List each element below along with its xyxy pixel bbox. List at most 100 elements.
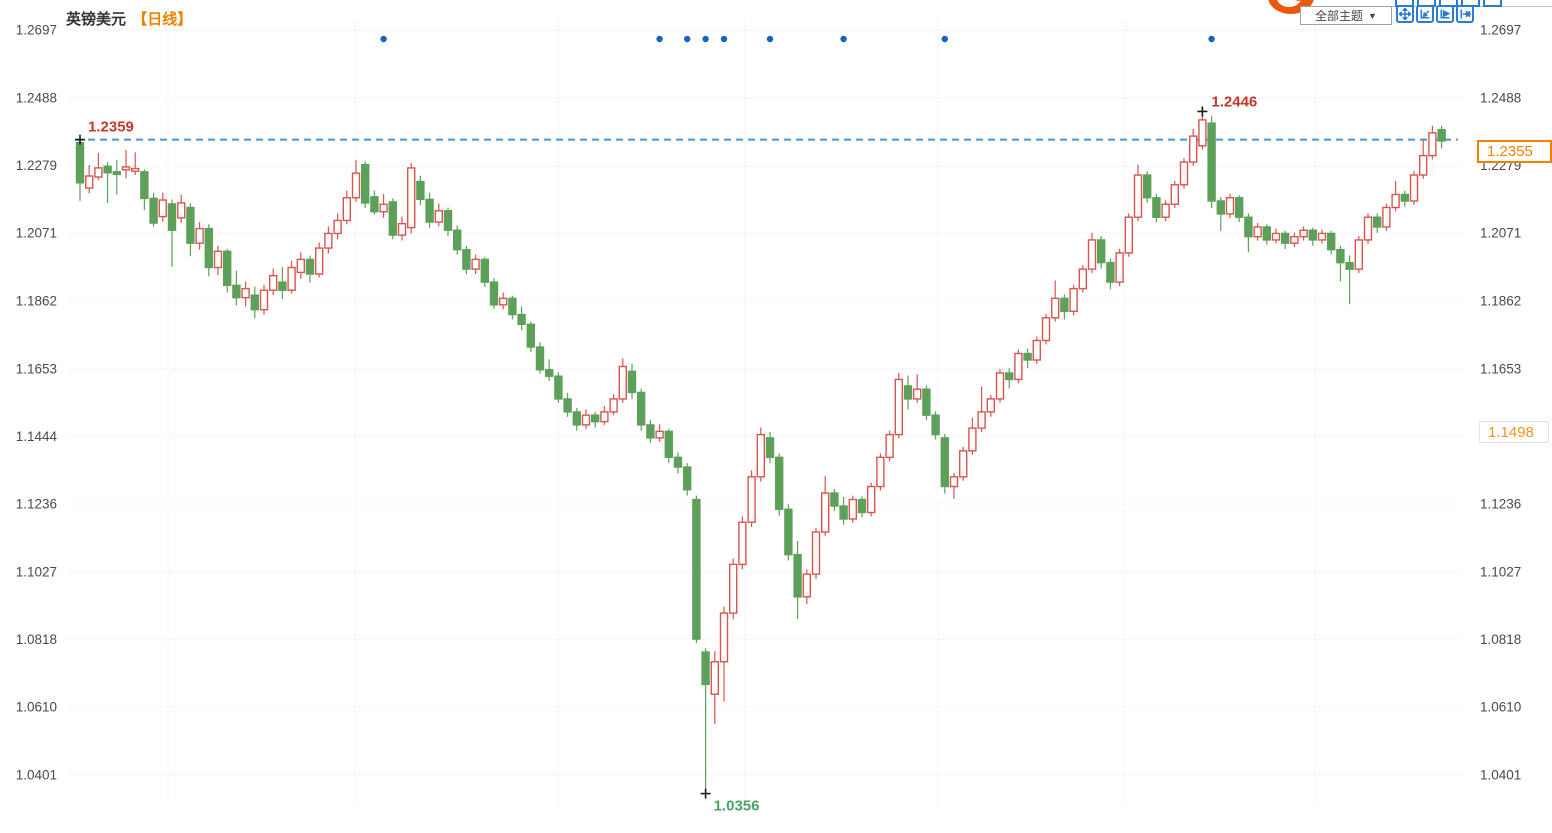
- candle-body[interactable]: [1124, 216, 1134, 254]
- candle-body[interactable]: [1170, 184, 1180, 205]
- candle-body[interactable]: [1391, 193, 1400, 209]
- candle-body[interactable]: [1244, 216, 1253, 238]
- candle-body[interactable]: [719, 612, 729, 663]
- candle-body[interactable]: [655, 430, 664, 439]
- candle-body[interactable]: [1069, 287, 1078, 313]
- candle-body[interactable]: [673, 456, 683, 468]
- candle-body[interactable]: [1400, 193, 1410, 202]
- candle-body[interactable]: [287, 266, 296, 291]
- candle-body[interactable]: [140, 171, 149, 200]
- candle-body[interactable]: [1234, 197, 1244, 218]
- candle-body[interactable]: [269, 274, 278, 291]
- candle-body[interactable]: [434, 210, 443, 223]
- candle-body[interactable]: [545, 369, 554, 377]
- candle-body[interactable]: [94, 167, 103, 178]
- candle-body[interactable]: [1428, 132, 1437, 157]
- candle-body[interactable]: [848, 498, 857, 520]
- candle-body[interactable]: [775, 456, 784, 510]
- candle-body[interactable]: [913, 388, 922, 400]
- candle-body[interactable]: [830, 492, 839, 507]
- candle-body[interactable]: [241, 287, 250, 299]
- candle-body[interactable]: [1308, 229, 1318, 241]
- event-dot[interactable]: [1208, 35, 1215, 43]
- candle-body[interactable]: [1050, 297, 1060, 319]
- play-forward-icon[interactable]: [1436, 5, 1454, 23]
- candle-body[interactable]: [968, 427, 977, 452]
- candle-body[interactable]: [756, 433, 765, 478]
- candle-body[interactable]: [1198, 119, 1207, 147]
- candle-body[interactable]: [1179, 161, 1189, 186]
- candle-body[interactable]: [637, 391, 646, 426]
- candle-body[interactable]: [563, 398, 572, 413]
- candle-body[interactable]: [701, 651, 710, 686]
- pan-move-icon[interactable]: [1396, 5, 1414, 23]
- candle-body[interactable]: [1096, 239, 1106, 264]
- candle-body[interactable]: [940, 437, 949, 488]
- event-dot[interactable]: [941, 35, 948, 43]
- candle-body[interactable]: [75, 141, 85, 184]
- candle-body[interactable]: [1225, 197, 1235, 215]
- candle-body[interactable]: [186, 206, 195, 244]
- candle-body[interactable]: [1262, 226, 1272, 241]
- candle-body[interactable]: [453, 229, 462, 251]
- candle-body[interactable]: [784, 508, 793, 556]
- candle-body[interactable]: [176, 202, 186, 219]
- candle-body[interactable]: [618, 365, 627, 400]
- candle-body[interactable]: [1271, 232, 1281, 241]
- candle-body[interactable]: [324, 232, 333, 249]
- candle-body[interactable]: [683, 466, 692, 491]
- candle-body[interactable]: [811, 531, 821, 575]
- event-dot[interactable]: [684, 35, 691, 43]
- candle-body[interactable]: [351, 172, 361, 199]
- candle-body[interactable]: [1032, 339, 1042, 361]
- candle-body[interactable]: [1280, 232, 1290, 244]
- candle-body[interactable]: [508, 297, 517, 316]
- candle-body[interactable]: [885, 433, 894, 459]
- candle-body[interactable]: [499, 297, 508, 306]
- event-dot[interactable]: [840, 35, 847, 43]
- candle-body[interactable]: [857, 498, 867, 514]
- candle-body[interactable]: [1290, 235, 1299, 244]
- candle-body[interactable]: [526, 323, 535, 348]
- candle-body[interactable]: [305, 258, 315, 275]
- candle-body[interactable]: [112, 171, 122, 176]
- candle-body[interactable]: [738, 521, 747, 566]
- candle-body[interactable]: [1142, 174, 1152, 199]
- candle-body[interactable]: [1382, 206, 1391, 228]
- candle-body[interactable]: [480, 258, 489, 283]
- candle-body[interactable]: [1115, 252, 1124, 283]
- candle-body[interactable]: [692, 498, 701, 640]
- candle-body[interactable]: [710, 661, 719, 695]
- candle-body[interactable]: [462, 248, 471, 270]
- candle-body[interactable]: [931, 414, 940, 436]
- candle-body[interactable]: [1336, 248, 1345, 264]
- candle-body[interactable]: [554, 375, 563, 400]
- candle-body[interactable]: [149, 197, 158, 224]
- candle-body[interactable]: [315, 247, 324, 275]
- candle-body[interactable]: [959, 450, 968, 478]
- candle-body[interactable]: [250, 294, 260, 311]
- candle-body[interactable]: [195, 227, 204, 244]
- candle-body[interactable]: [1354, 239, 1364, 270]
- candle-body[interactable]: [1078, 268, 1088, 290]
- candle-body[interactable]: [1317, 232, 1327, 241]
- candle-body[interactable]: [84, 175, 94, 189]
- candle-body[interactable]: [379, 203, 388, 213]
- candle-body[interactable]: [1060, 297, 1069, 313]
- candle-body[interactable]: [425, 198, 434, 223]
- candle-body[interactable]: [591, 414, 600, 423]
- candle-body[interactable]: [765, 437, 775, 459]
- candle-body[interactable]: [333, 219, 342, 235]
- candle-body[interactable]: [535, 346, 545, 371]
- candle-body[interactable]: [1299, 229, 1308, 238]
- candle-body[interactable]: [581, 414, 591, 426]
- candle-body[interactable]: [222, 250, 232, 287]
- candle-body[interactable]: [1326, 232, 1336, 251]
- candle-body[interactable]: [729, 563, 738, 614]
- event-dot[interactable]: [380, 35, 387, 43]
- candle-body[interactable]: [416, 180, 425, 201]
- shift-right-icon[interactable]: [1456, 5, 1474, 23]
- candle-body[interactable]: [627, 370, 637, 394]
- candle-body[interactable]: [1188, 135, 1198, 163]
